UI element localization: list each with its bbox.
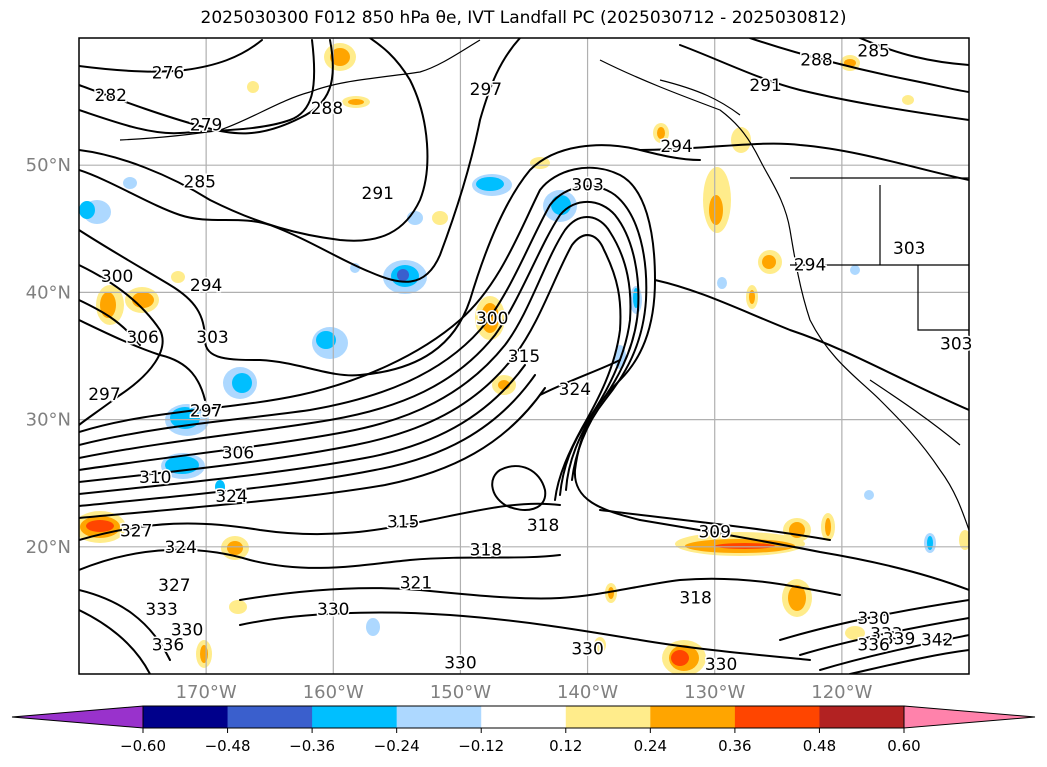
contour-label: 294: [794, 255, 826, 275]
theta-e-contours: [79, 38, 969, 674]
lat-label: 20°N: [26, 537, 71, 558]
colorbar-extend-max: [903, 705, 1036, 729]
lon-label: 140°W: [557, 682, 618, 703]
contour-label: 336: [152, 636, 184, 656]
contour-label: 303: [196, 328, 228, 348]
latitude-labels: 50°N 40°N 30°N 20°N: [26, 155, 71, 558]
contour-labels: 276 282 279 288 297 291 285 300 294 306 303 297 297 3…: [87, 40, 974, 676]
colorbar-tick-label: 0.12: [549, 737, 582, 755]
contour-label: 303: [940, 334, 972, 354]
lon-label: 130°W: [684, 682, 745, 703]
colorbar-outline: [142, 705, 905, 729]
contour-label: 285: [184, 173, 216, 193]
contour-label: 324: [164, 538, 196, 558]
contour-label: 315: [508, 347, 540, 367]
contour-label: 330: [571, 640, 603, 660]
contour-label: 327: [158, 576, 190, 596]
colorbar-segment: [143, 706, 229, 728]
colorbar-segment: [819, 706, 905, 728]
contour-label: 291: [362, 184, 394, 204]
colorbar-tick-label: −0.36: [289, 737, 335, 755]
contour-label: 303: [571, 175, 603, 195]
contour-label: 309: [698, 523, 730, 543]
contour-label: 300: [476, 309, 508, 329]
colorbar-segment: [227, 706, 313, 728]
colorbar-segment: [565, 706, 651, 728]
contour-label: 330: [705, 655, 737, 675]
contour-label: 330: [444, 654, 476, 674]
contour-label: 339: [883, 629, 915, 649]
contour-label: 327: [120, 521, 152, 541]
colorbar-tick-label: 0.36: [718, 737, 751, 755]
map-title: 2025030300 F012 850 hPa θe, IVT Landfall…: [200, 8, 847, 28]
contour-label: 324: [559, 380, 591, 400]
contour-label: 318: [679, 589, 711, 609]
lon-label: 120°W: [811, 682, 872, 703]
colorbar-tick-label: −0.48: [205, 737, 251, 755]
contour-label: 333: [145, 600, 177, 620]
colorbar-ticks: −0.60 −0.48 −0.36 −0.24 −0.12 0.12 0.24 0.36 0.4…: [120, 728, 921, 755]
contour-label: 300: [101, 267, 133, 287]
contour-label: 324: [215, 487, 247, 507]
contour-label: 288: [311, 99, 343, 119]
contour-label: 315: [387, 512, 419, 532]
colorbar-segment: [734, 706, 820, 728]
contour-label: 279: [190, 115, 222, 135]
colorbar-segments: [11, 705, 1036, 729]
lat-label: 50°N: [26, 155, 71, 176]
contour-label: 294: [660, 137, 692, 157]
contour-label: 276: [152, 63, 184, 83]
contour-label: 318: [470, 540, 502, 560]
contour-label: 310: [139, 468, 171, 488]
contour-label: 336: [857, 636, 889, 656]
longitude-labels: 170°W 160°W 150°W 140°W 130°W 120°W: [176, 682, 873, 703]
lon-label: 160°W: [303, 682, 364, 703]
contour-label: 306: [222, 444, 254, 464]
contour-label: 294: [190, 276, 222, 296]
colorbar-segment: [650, 706, 736, 728]
coastlines: [119, 39, 969, 531]
contour-label: 285: [857, 42, 889, 62]
contour-label: 318: [527, 516, 559, 536]
map-frame: [78, 37, 970, 675]
contour-label: 306: [126, 328, 158, 348]
colorbar-tick-label: −0.12: [458, 737, 504, 755]
contour-label: 297: [470, 80, 502, 100]
contour-label: 297: [190, 402, 222, 422]
colorbar-tick-label: −0.60: [120, 737, 166, 755]
lon-label: 170°W: [176, 682, 237, 703]
contour-label: 330: [857, 609, 889, 629]
contour-label: 342: [921, 631, 953, 651]
contour-label: 330: [171, 620, 203, 640]
lat-label: 30°N: [26, 410, 71, 431]
lat-label: 40°N: [26, 282, 71, 303]
contour-label: 288: [800, 51, 832, 71]
contour-label: 282: [95, 86, 127, 106]
contour-label: 321: [400, 573, 432, 593]
colorbar-extend-min: [11, 705, 144, 729]
colorbar-segment: [481, 706, 567, 728]
contour-label: 303: [893, 239, 925, 259]
colorbar-tick-label: 0.60: [887, 737, 920, 755]
colorbar-tick-label: 0.48: [803, 737, 836, 755]
colorbar: −0.60 −0.48 −0.36 −0.24 −0.12 0.12 0.24 0.36 0.4…: [11, 705, 1036, 755]
colorbar-tick-label: −0.24: [374, 737, 420, 755]
contour-label: 291: [749, 76, 781, 96]
contour-label: 297: [88, 385, 120, 405]
colorbar-segment: [312, 706, 398, 728]
contour-label: 330: [317, 600, 349, 620]
colorbar-segment: [396, 706, 482, 728]
contour-label: 333: [870, 624, 902, 644]
lon-label: 150°W: [430, 682, 491, 703]
colorbar-tick-label: 0.24: [634, 737, 667, 755]
